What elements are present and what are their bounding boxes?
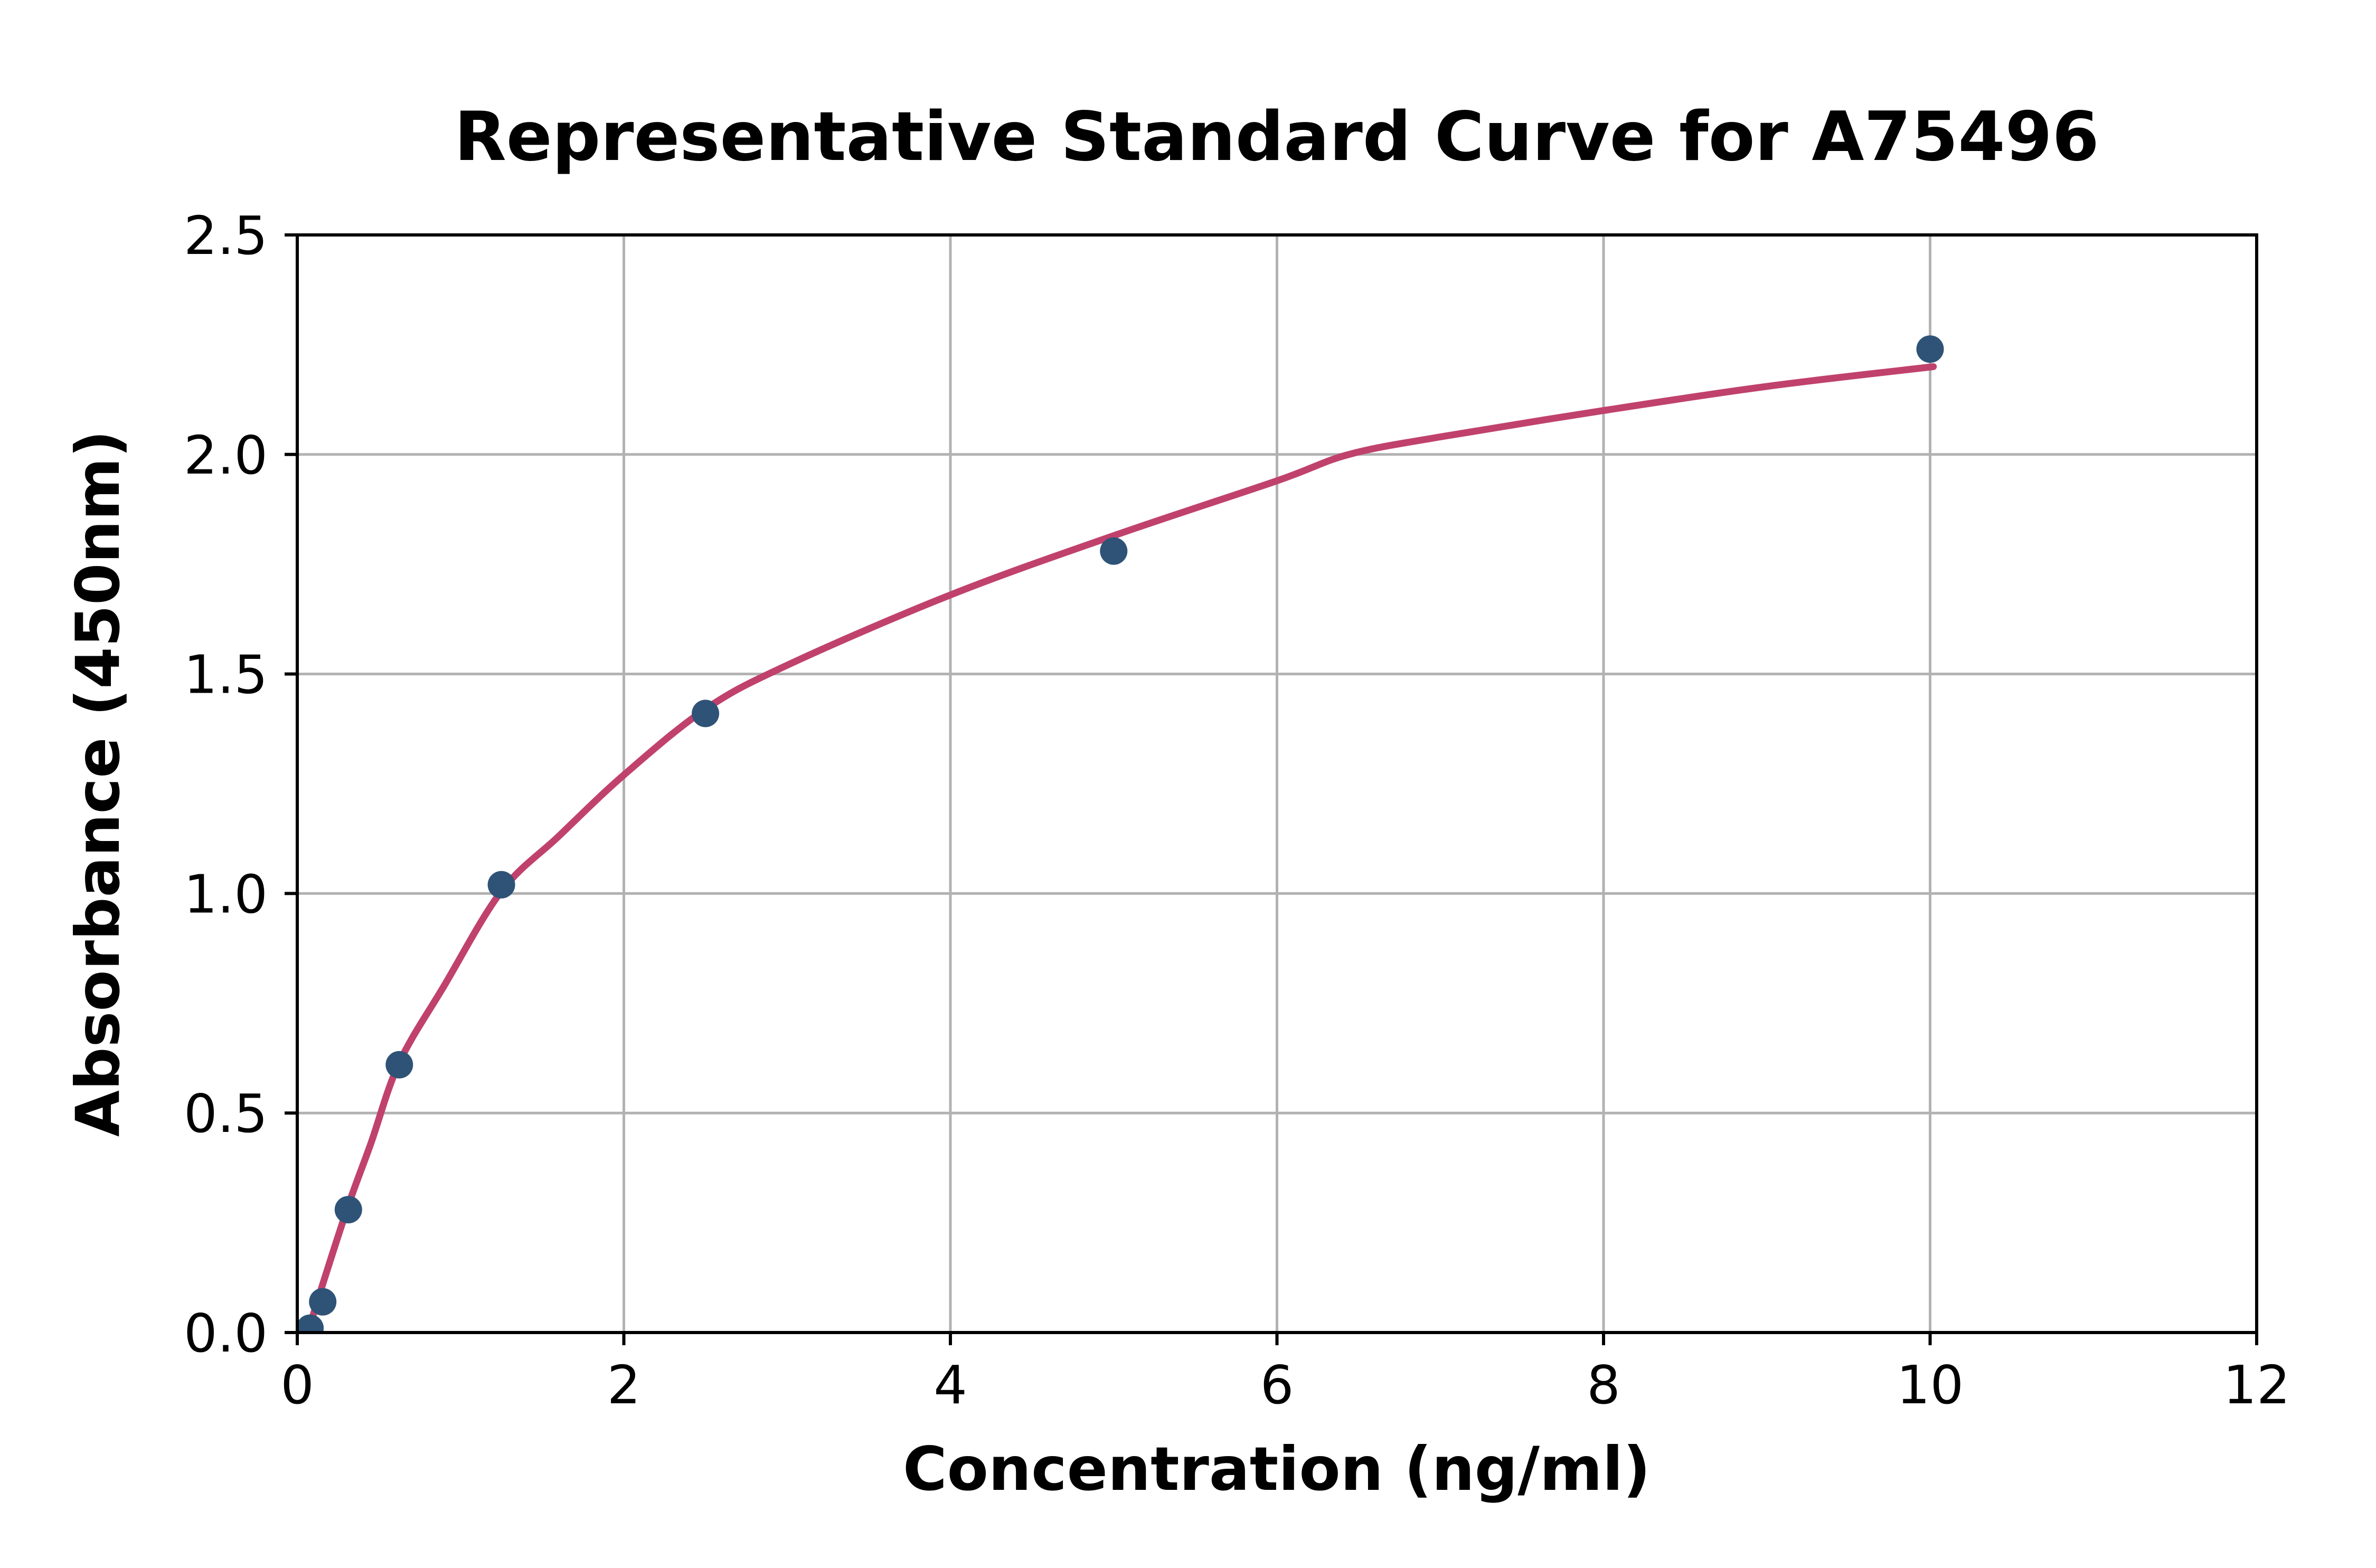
y-tick-label-1.0: 1.0: [184, 863, 268, 925]
y-tick-label-1.5: 1.5: [184, 644, 268, 706]
data-point-7: [1916, 335, 1944, 363]
x-tick-label-8: 8: [1587, 1354, 1620, 1416]
y-axis-label: Absorbance (450nm): [63, 430, 133, 1137]
data-point-2: [334, 1196, 362, 1224]
x-tick-label-10: 10: [1897, 1354, 1964, 1416]
y-tick-label-0.5: 0.5: [184, 1083, 268, 1145]
data-points: [297, 335, 1944, 1333]
x-tick-label-12: 12: [2223, 1354, 2290, 1416]
data-point-1: [309, 1288, 337, 1316]
fit-curve-line: [304, 363, 1937, 1333]
data-point-5: [692, 700, 720, 728]
chart-title: Representative Standard Curve for A75496: [454, 98, 2099, 176]
data-point-6: [1100, 537, 1128, 565]
plot-border: [296, 233, 2258, 1334]
y-tick-labels: 0.0 0.5 1.0 1.5 2.0 2.5: [184, 205, 268, 1364]
data-point-4: [487, 871, 515, 899]
y-tick-label-2.5: 2.5: [184, 205, 268, 267]
x-tick-labels: 0 2 4 6 8 10 12: [280, 1354, 2290, 1416]
axis-ticks: [285, 233, 2258, 1345]
x-axis-label: Concentration (ng/ml): [903, 1434, 1651, 1504]
y-tick-label-2.0: 2.0: [184, 424, 268, 486]
y-tick-label-0.0: 0.0: [184, 1302, 268, 1364]
x-tick-label-6: 6: [1260, 1354, 1294, 1416]
x-tick-label-4: 4: [934, 1354, 967, 1416]
data-point-0: [297, 1314, 324, 1333]
x-tick-label-0: 0: [280, 1354, 314, 1416]
data-point-3: [385, 1051, 413, 1079]
gridlines: [297, 233, 2258, 1333]
x-tick-label-2: 2: [607, 1354, 641, 1416]
